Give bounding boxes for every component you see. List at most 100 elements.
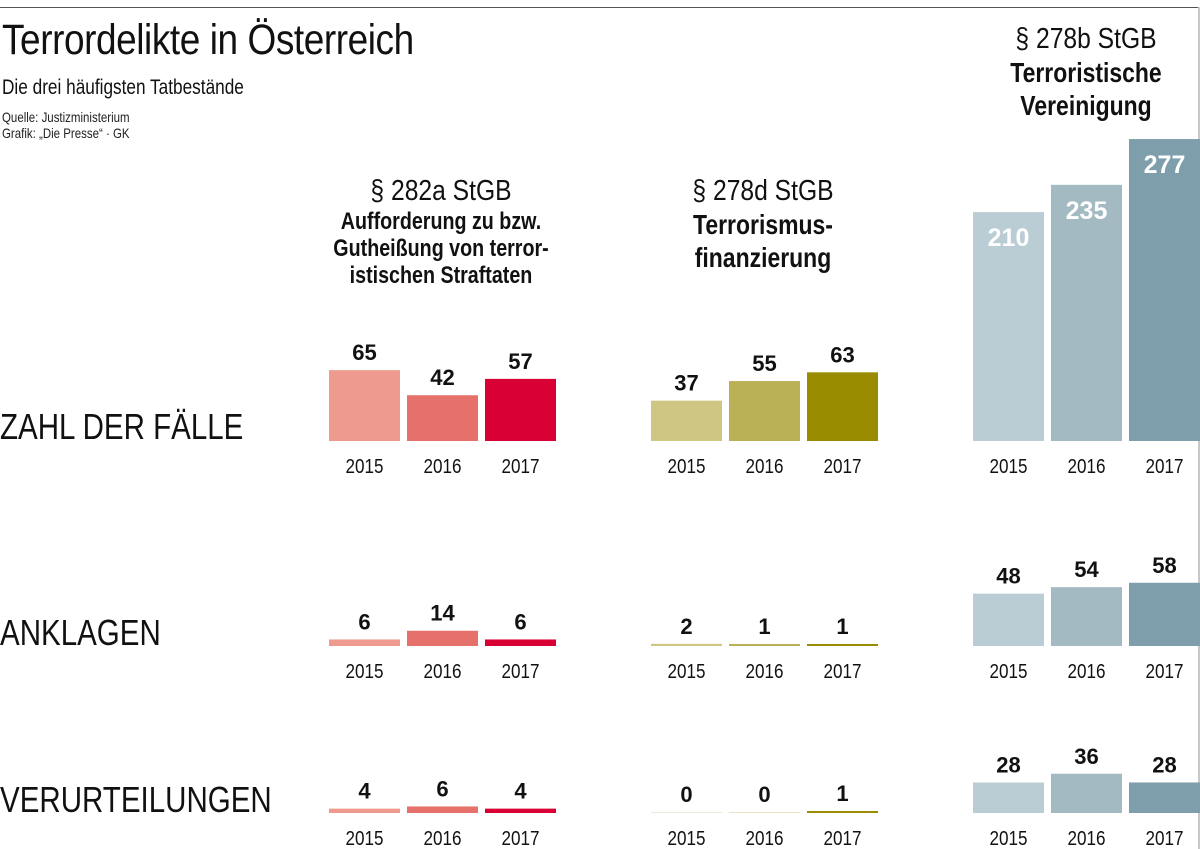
- panel-name-line: Terrorismus-: [693, 209, 833, 240]
- value-label: 28: [996, 752, 1020, 777]
- value-label: 0: [758, 782, 770, 807]
- value-label: 37: [674, 371, 698, 396]
- year-tick-label: 2017: [824, 828, 862, 849]
- year-tick-label: 2017: [824, 661, 862, 683]
- value-label: 0: [680, 782, 692, 807]
- value-label: 48: [996, 564, 1020, 589]
- bar-278b-convictions-2017: [1129, 782, 1200, 813]
- panel-paragraph: § 278b StGB: [1015, 23, 1157, 55]
- value-label: 1: [836, 614, 848, 639]
- value-label: 6: [514, 609, 526, 634]
- year-tick-label: 2017: [502, 456, 540, 478]
- bar-282a-indictments-2016: [407, 630, 478, 646]
- bar-278b-cases-2015: [973, 212, 1044, 441]
- row-label-indictments: ANKLAGEN: [0, 612, 161, 653]
- year-tick-label: 2017: [502, 661, 540, 683]
- year-tick-label: 2015: [346, 661, 384, 683]
- bar-282a-cases-2016: [407, 395, 478, 441]
- year-tick-label: 2016: [424, 456, 462, 478]
- bar-278b-indictments-2015: [973, 593, 1044, 646]
- value-label: 235: [1066, 197, 1108, 225]
- value-label: 6: [436, 776, 448, 801]
- year-tick-label: 2016: [1068, 456, 1106, 478]
- row-label-convictions: VERURTEILUNGEN: [0, 779, 272, 820]
- bar-282a-cases-2015: [329, 370, 400, 441]
- year-tick-label: 2015: [346, 456, 384, 478]
- year-tick-label: 2016: [746, 456, 784, 478]
- year-tick-label: 2015: [990, 456, 1028, 478]
- bar-278b-convictions-2015: [973, 782, 1044, 813]
- bar-278d-cases-2017: [807, 372, 878, 441]
- year-tick-label: 2017: [502, 828, 540, 849]
- year-tick-label: 2015: [990, 828, 1028, 849]
- value-label: 54: [1074, 557, 1099, 582]
- row-label-cases: ZAHL DER FÄLLE: [0, 406, 244, 447]
- bar-278b-convictions-2016: [1051, 773, 1122, 813]
- bar-282a-convictions-2016: [407, 806, 478, 813]
- value-label: 1: [758, 614, 770, 639]
- bar-282a-convictions-2017: [485, 808, 556, 813]
- panel-name-line: Aufforderung zu bzw.: [340, 208, 542, 235]
- year-tick-label: 2015: [668, 456, 706, 478]
- chart-title: Terrordelikte in Österreich: [2, 16, 414, 64]
- year-tick-label: 2016: [746, 661, 784, 683]
- value-label: 4: [514, 779, 527, 804]
- panel-name-line: Terroristische: [1010, 57, 1162, 88]
- bar-282a-indictments-2017: [485, 639, 556, 646]
- year-tick-label: 2015: [668, 661, 706, 683]
- value-label: 4: [358, 779, 371, 804]
- bar-278d-indictments-2015: [651, 643, 722, 646]
- bar-278b-indictments-2016: [1051, 587, 1122, 646]
- panel-header-278b: § 278b StGB Terroristische Vereinigung: [945, 22, 1200, 122]
- year-tick-label: 2016: [1068, 828, 1106, 849]
- top-rule: [0, 7, 1200, 8]
- value-label: 58: [1152, 553, 1176, 578]
- panel-header-282a: § 282a StGB Aufforderung zu bzw. Gutheiß…: [300, 174, 582, 289]
- value-label: 65: [352, 340, 376, 365]
- value-label: 6: [358, 609, 370, 634]
- year-tick-label: 2017: [1146, 456, 1184, 478]
- value-label: 63: [830, 342, 854, 367]
- bar-278d-indictments-2016: [729, 644, 800, 646]
- panel-name-line: Vereinigung: [1020, 90, 1152, 121]
- value-label: 36: [1074, 744, 1098, 769]
- year-tick-label: 2016: [746, 828, 784, 849]
- year-tick-label: 2017: [1146, 661, 1184, 683]
- value-label: 28: [1152, 752, 1176, 777]
- chart-subtitle: Die drei häufigsten Tatbestände: [2, 76, 244, 99]
- year-tick-label: 2017: [1146, 828, 1184, 849]
- value-label: 57: [508, 349, 532, 374]
- panel-header-278d: § 278d StGB Terrorismus- finanzierung: [622, 174, 904, 274]
- value-label: 2: [680, 614, 692, 639]
- bar-278d-cases-2016: [729, 381, 800, 441]
- bar-282a-indictments-2015: [329, 639, 400, 646]
- value-label: 210: [988, 224, 1030, 252]
- year-tick-label: 2016: [1068, 661, 1106, 683]
- bar-278b-indictments-2017: [1129, 582, 1200, 646]
- value-label: 55: [752, 351, 776, 376]
- panel-paragraph: § 282a StGB: [370, 175, 512, 207]
- bar-282a-convictions-2015: [329, 808, 400, 813]
- panel-name-line: finanzierung: [694, 242, 832, 273]
- year-tick-label: 2015: [346, 828, 384, 849]
- value-label: 1: [836, 781, 848, 806]
- panel-name-line: Gutheißung von terror-: [333, 235, 549, 262]
- value-label: 42: [430, 365, 454, 390]
- bar-278d-convictions-2017: [807, 811, 878, 813]
- panel-paragraph: § 278d StGB: [692, 175, 834, 207]
- bar-282a-cases-2017: [485, 378, 556, 441]
- bar-278d-indictments-2017: [807, 644, 878, 646]
- bar-278d-convictions-2016: [729, 812, 800, 813]
- year-tick-label: 2015: [668, 828, 706, 849]
- value-label: 14: [430, 601, 455, 626]
- bar-278d-cases-2015: [651, 400, 722, 441]
- year-tick-label: 2015: [990, 661, 1028, 683]
- value-label: 277: [1144, 151, 1186, 179]
- source-note: Quelle: Justizministerium: [2, 109, 130, 125]
- credit-note: Grafik: „Die Presse“ · GK: [2, 125, 130, 141]
- bar-278b-cases-2016: [1051, 184, 1122, 441]
- year-tick-label: 2017: [824, 456, 862, 478]
- bar-278d-convictions-2015: [651, 812, 722, 813]
- year-tick-label: 2016: [424, 661, 462, 683]
